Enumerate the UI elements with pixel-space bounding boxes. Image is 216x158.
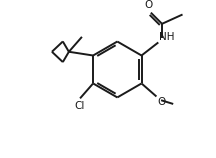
Text: NH: NH	[159, 31, 175, 42]
Text: Cl: Cl	[74, 101, 84, 111]
Text: O: O	[157, 97, 166, 107]
Text: O: O	[145, 0, 153, 10]
